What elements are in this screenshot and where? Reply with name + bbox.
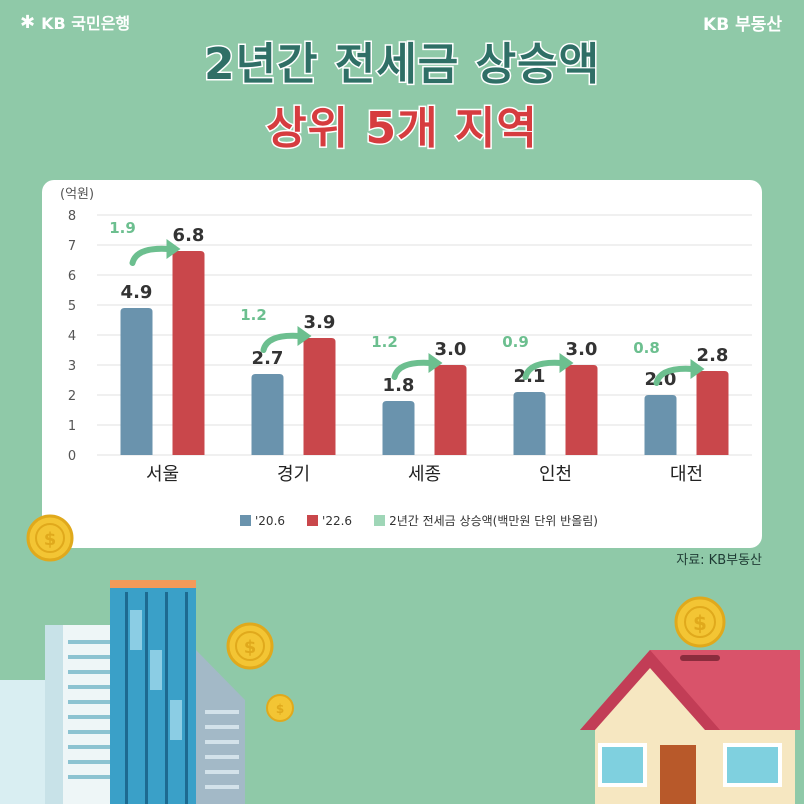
svg-text:$: $: [276, 702, 284, 716]
y-tick-label: 0: [68, 449, 76, 464]
coin-icon: $: [674, 596, 726, 648]
x-category-label: 대전: [670, 464, 703, 485]
legend-label-2022: '22.6: [322, 513, 353, 528]
data-label-2022: 3.0: [566, 339, 598, 360]
bar-2022: [696, 371, 729, 455]
y-tick-label: 1: [68, 419, 76, 434]
increase-label: 1.2: [240, 306, 267, 324]
legend-swatch-2022: [307, 515, 319, 526]
increase-label: 0.8: [633, 339, 660, 357]
legend-swatch-2020: [240, 515, 251, 526]
kb-bank-logo: ✱ KB 국민은행: [20, 10, 130, 34]
building-icon: [0, 580, 245, 804]
increase-arrow-icon: [260, 332, 303, 353]
y-tick-label: 2: [68, 389, 76, 404]
bar-2020: [644, 395, 677, 455]
bar-2022: [172, 251, 205, 455]
kb-realestate-logo: KB 부동산: [703, 15, 782, 35]
bar-2022: [565, 365, 598, 455]
legend-item-increase: 2년간 전세금 상승액(백만원 단위 반올림): [374, 512, 598, 529]
y-tick-label: 7: [68, 239, 76, 254]
bar-2022: [434, 365, 467, 455]
chart-legend: '20.6 '22.6 2년간 전세금 상승액(백만원 단위 반올림): [240, 512, 598, 529]
kb-star-icon: ✱: [20, 11, 36, 33]
increase-arrowhead-icon: [559, 353, 574, 373]
svg-text:$: $: [244, 637, 257, 658]
page-title: 2년간 전세금 상승액: [202, 38, 601, 92]
data-label-2022: 2.8: [697, 345, 729, 366]
y-tick-label: 5: [68, 299, 76, 314]
increase-label: 1.2: [371, 333, 398, 351]
data-label-2022: 6.8: [173, 225, 205, 246]
y-tick-label: 8: [68, 209, 76, 224]
source-note: 자료: KB부동산: [676, 553, 762, 568]
svg-text:$: $: [693, 611, 707, 635]
x-category-label: 서울: [146, 464, 179, 485]
bar-2020: [251, 374, 284, 455]
bar-2022: [303, 338, 336, 455]
svg-text:$: $: [44, 529, 57, 550]
page-subtitle: 상위 5개 지역: [265, 102, 539, 156]
bar-2020: [382, 401, 415, 455]
increase-arrowhead-icon: [166, 239, 181, 259]
data-label-2020: 1.8: [383, 375, 415, 396]
y-tick-label: 6: [68, 269, 76, 284]
legend-swatch-increase: [374, 515, 386, 526]
increase-arrowhead-icon: [297, 326, 312, 346]
x-category-label: 경기: [277, 464, 310, 485]
increase-arrowhead-icon: [690, 359, 705, 379]
data-label-2022: 3.9: [304, 312, 336, 333]
coin-icon: $: [26, 514, 74, 562]
y-tick-label: 3: [68, 359, 76, 374]
increase-arrow-icon: [129, 245, 172, 266]
house-icon: [580, 650, 800, 804]
bar-2020: [120, 308, 153, 455]
legend-item-2022: '22.6: [307, 514, 352, 528]
y-axis-unit-label: (억원): [60, 187, 94, 202]
bar-2020: [513, 392, 546, 455]
increase-label: 1.9: [109, 219, 136, 237]
increase-label: 0.9: [502, 333, 529, 351]
increase-arrow-icon: [522, 359, 565, 380]
y-tick-label: 4: [68, 329, 76, 344]
data-label-2020: 2.1: [514, 366, 546, 387]
data-label-2020: 2.7: [252, 348, 284, 369]
x-category-label: 인천: [539, 464, 572, 485]
coin-icon: $: [266, 694, 294, 722]
data-label-2022: 3.0: [435, 339, 467, 360]
legend-label-2020: '20.6: [255, 513, 286, 528]
brand-left-text: KB 국민은행: [41, 14, 131, 33]
increase-arrowhead-icon: [428, 353, 443, 373]
coin-icon: $: [226, 622, 274, 670]
x-category-label: 세종: [408, 464, 441, 485]
data-label-2020: 4.9: [121, 282, 153, 303]
increase-arrow-icon: [653, 365, 696, 386]
increase-arrow-icon: [391, 359, 434, 380]
bar-chart: (억원) 0 1 2 3 4 5 6 7 8 4.9 6.8 1.9 서울 2.7 3.9 1.2 경기 1.8 3.…: [60, 187, 752, 485]
legend-label-increase: 2년간 전세금 상승액(백만원 단위 반올림): [389, 514, 598, 528]
legend-item-2020: '20.6: [240, 514, 285, 528]
